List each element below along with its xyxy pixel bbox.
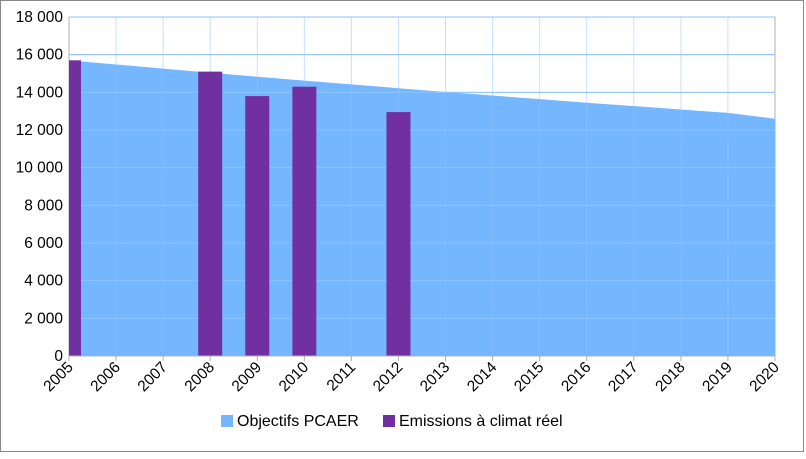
y-tick-label: 14 000 xyxy=(16,84,64,101)
legend-label-emissions: Emissions à climat réel xyxy=(399,413,563,430)
x-tick-label: 2007 xyxy=(135,359,171,395)
x-tick-label: 2011 xyxy=(324,359,360,395)
x-tick-label: 2009 xyxy=(229,359,265,395)
x-tick-label: 2020 xyxy=(746,359,783,396)
y-tick-label: 6 000 xyxy=(24,235,63,252)
y-tick-label: 18 000 xyxy=(16,9,64,26)
y-tick-label: 2 000 xyxy=(24,310,63,327)
bar-2008 xyxy=(198,71,223,356)
x-tick-label: 2019 xyxy=(699,359,735,395)
legend-label-objectifs-pcaer: Objectifs PCAER xyxy=(237,413,359,430)
x-tick-label: 2018 xyxy=(652,359,688,395)
y-tick-label: 12 000 xyxy=(16,122,64,139)
x-tick-label: 2013 xyxy=(417,359,453,395)
area-objectifs-pcaer xyxy=(69,60,775,357)
x-tick-label: 2012 xyxy=(370,359,406,395)
bars-emissions xyxy=(69,60,411,357)
x-tick-label: 2017 xyxy=(605,359,641,395)
x-tick-label: 2010 xyxy=(276,359,313,396)
y-tick-label: 10 000 xyxy=(16,160,64,177)
x-tick-label: 2006 xyxy=(87,359,123,395)
y-tick-label: 16 000 xyxy=(16,47,64,64)
y-tick-label: 4 000 xyxy=(24,273,63,290)
x-tick-label: 2015 xyxy=(511,359,547,395)
x-tick-label: 2016 xyxy=(558,359,594,395)
bar-2009 xyxy=(245,96,270,356)
x-tick-label: 2014 xyxy=(464,359,501,396)
bar-2005 xyxy=(69,60,81,357)
y-tick-label: 8 000 xyxy=(24,197,63,214)
legend-swatch-emissions xyxy=(383,415,395,427)
y-tick-label: 0 xyxy=(54,348,63,365)
legend: Objectifs PCAER Emissions à climat réel xyxy=(221,413,563,430)
y-axis: 0 2 000 4 000 6 000 8 000 10 000 12 000 14 000 1… xyxy=(16,9,64,365)
x-axis: 2005 2006 2007 2008 2009 2010 2011 2012 2013 2014… xyxy=(40,355,783,396)
bar-2012 xyxy=(386,112,411,356)
x-tick-label: 2008 xyxy=(182,359,218,395)
legend-swatch-objectifs-pcaer xyxy=(221,415,233,427)
bar-2010 xyxy=(292,86,317,356)
